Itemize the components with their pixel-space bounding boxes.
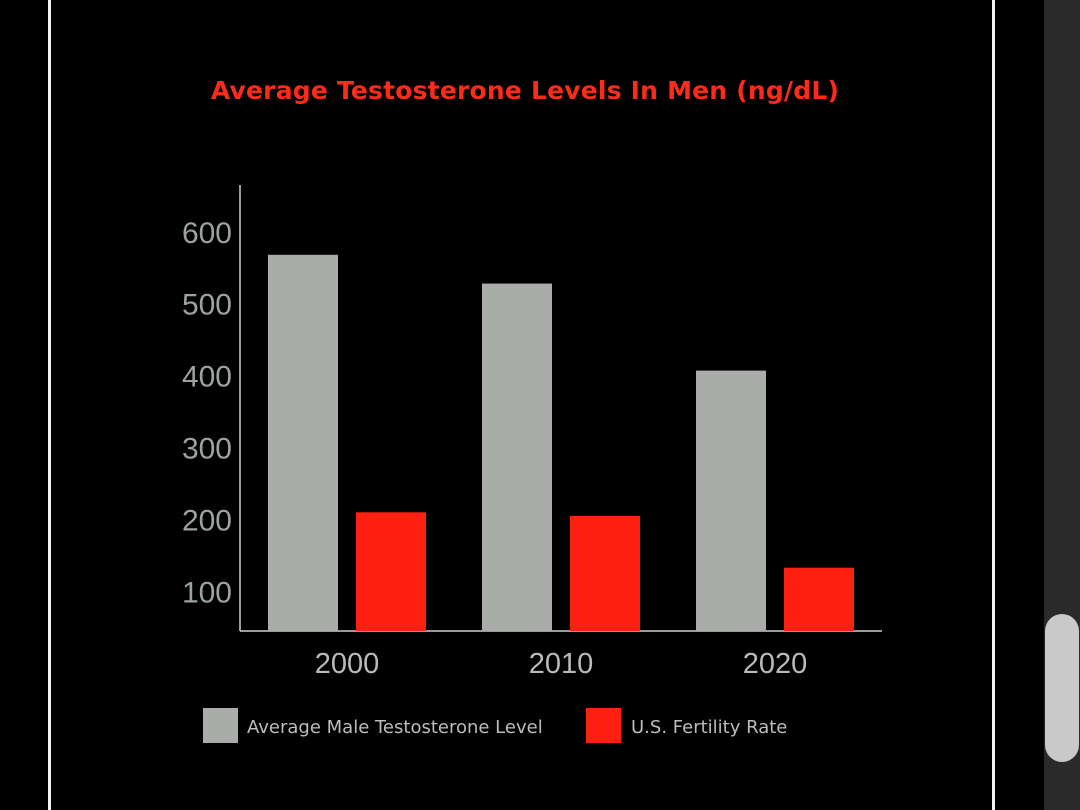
y-tick-label: 500: [182, 289, 232, 322]
frame-right-border: [992, 0, 995, 810]
x-tick-label: 2000: [315, 648, 380, 680]
y-tick-label: 100: [182, 576, 232, 609]
legend-swatch: [586, 708, 621, 743]
y-tick-label: 600: [182, 217, 232, 250]
legend-label: U.S. Fertility Rate: [631, 717, 787, 738]
bar-fertility: [570, 515, 640, 631]
chart-title: Average Testosterone Levels In Men (ng/d…: [210, 76, 840, 105]
y-tick-label: 400: [182, 361, 232, 394]
bar-fertility: [784, 567, 854, 631]
y-tick-label: 200: [182, 505, 232, 538]
x-tick-label: 2010: [529, 648, 594, 680]
scrollbar-thumb[interactable]: [1045, 614, 1079, 762]
bar-testosterone: [696, 370, 766, 631]
legend-swatch: [203, 708, 238, 743]
bar-chart: 100 200 300 400 500 600 2000 2010 2020 Average Ma…: [182, 185, 882, 743]
y-tick-label: 300: [182, 433, 232, 466]
bar-testosterone: [268, 254, 338, 632]
x-tick-label: 2020: [743, 648, 808, 680]
legend-label: Average Male Testosterone Level: [247, 717, 543, 738]
frame-left-border: [48, 0, 51, 810]
bar-testosterone: [482, 283, 552, 631]
bar-fertility: [356, 512, 426, 631]
